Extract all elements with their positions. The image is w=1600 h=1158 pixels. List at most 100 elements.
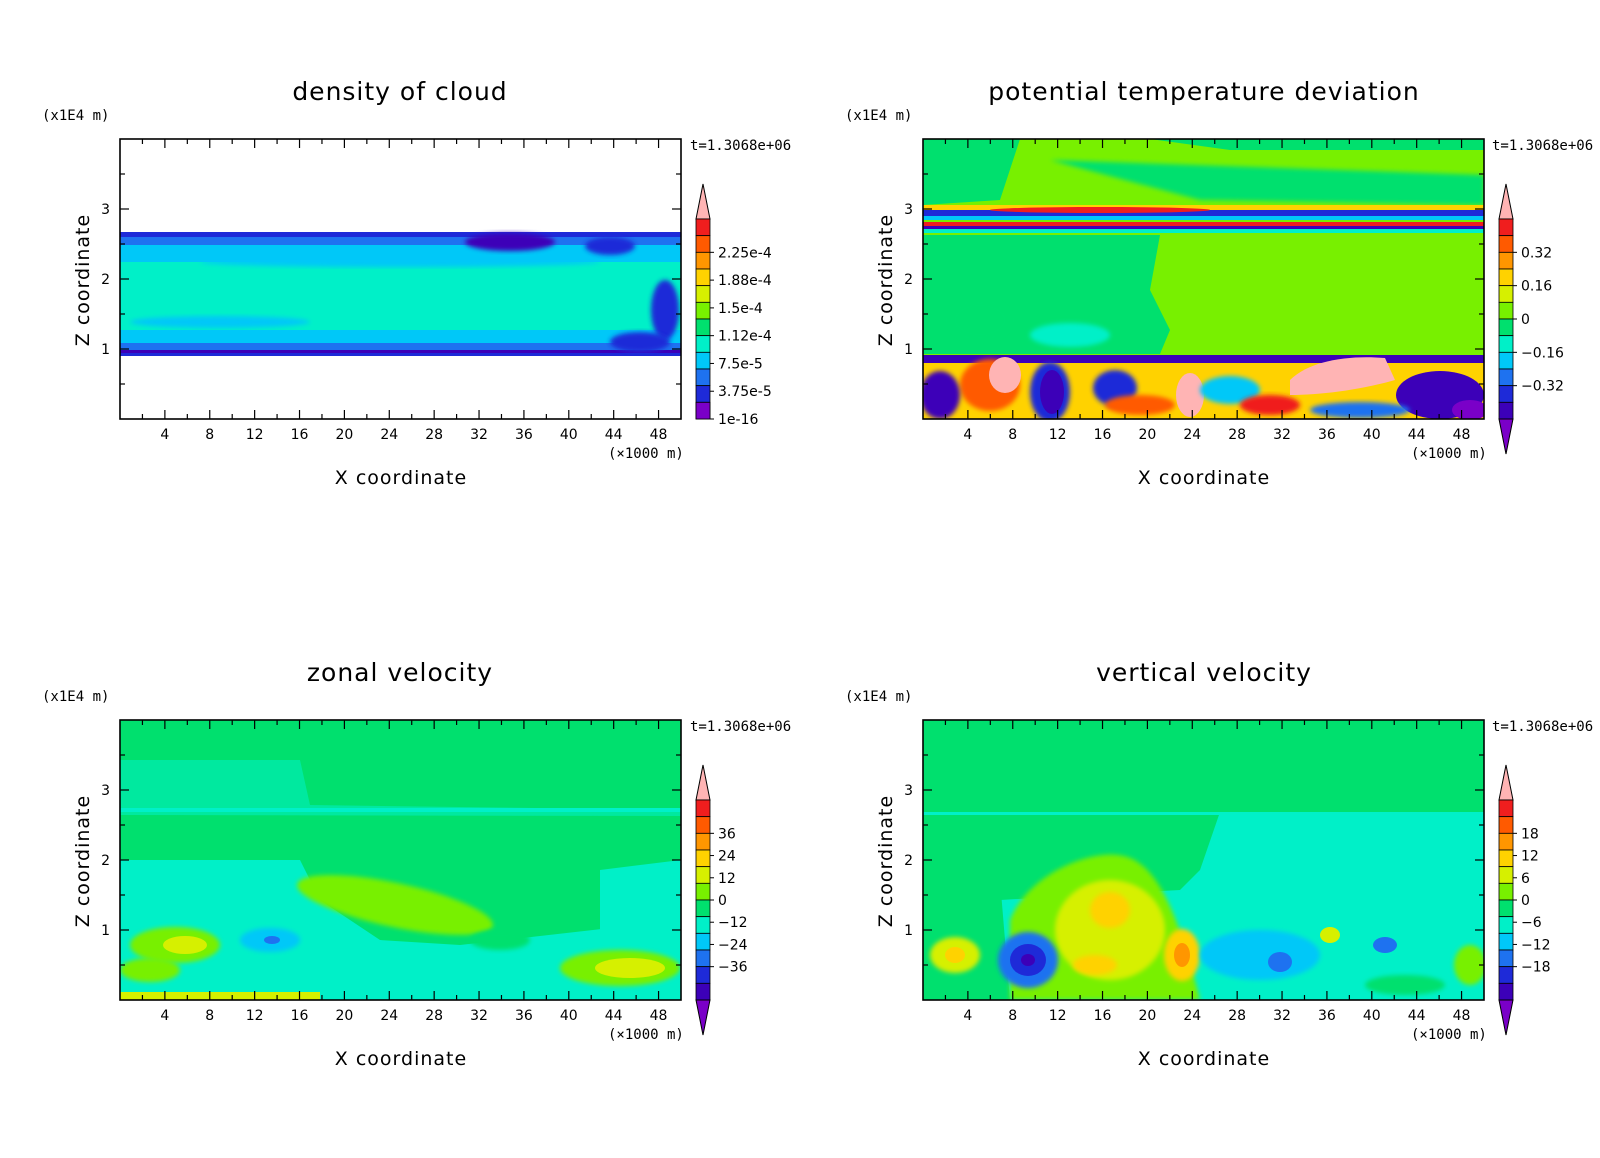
colorbar-swatch (695, 982, 711, 1001)
z-tick-label: 3 (904, 202, 913, 218)
z-ticks: 1 2 3 (904, 173, 1484, 385)
colorbar-swatch (695, 335, 711, 353)
time-label: t=1.3068e+06 (690, 719, 791, 735)
y-axis-label: Z coordinate (875, 795, 897, 927)
x-tick-label: 24 (1183, 1008, 1201, 1024)
colorbar-swatch (695, 966, 711, 984)
x-tick-label: 36 (515, 427, 533, 443)
x-tick-label: 32 (470, 427, 488, 443)
colorbar-swatch (1498, 949, 1514, 968)
colorbar-swatch (1498, 916, 1514, 934)
x-tick-label: 44 (1408, 427, 1426, 443)
colorbar-label: 0 (1521, 893, 1530, 909)
x-axis: 4 8 12 16 20 24 28 32 36 40 44 48 (944, 139, 1470, 443)
colorbar: 2.25e-4 1.88e-4 1.5e-4 1.12e-4 7.5e-5 3.75e-5… (695, 183, 772, 428)
x-tick-label: 8 (205, 427, 214, 443)
colorbar-swatch (695, 285, 711, 303)
colorbar-swatch (695, 301, 711, 320)
colorbar-swatch (1498, 368, 1514, 387)
colorbar: 0.32 0.16 0 −0.16 −0.32 (1498, 183, 1564, 455)
z-axis: 1 2 3 (101, 754, 681, 966)
colorbar-swatch (695, 351, 711, 370)
z-ticks: 1 2 3 (101, 173, 681, 385)
colorbar-label: 6 (1521, 871, 1530, 887)
colorbar: 18 12 6 0 −6 −12 −18 (1498, 764, 1551, 1036)
colorbar-label: 1.5e-4 (718, 301, 763, 317)
x-ticks: 4 8 12 16 20 24 28 32 36 40 44 48 (944, 139, 1470, 443)
x-ticks: 4 8 12 16 20 24 28 32 36 40 44 48 (141, 720, 667, 1024)
x-tick-label: 12 (246, 427, 264, 443)
colorbar-swatch (1498, 251, 1514, 270)
colorbar-label: −24 (718, 937, 748, 953)
colorbar-label: −12 (1521, 937, 1551, 953)
colorbar-swatch (695, 318, 711, 337)
time-label: t=1.3068e+06 (690, 138, 791, 154)
colorbar-label: 1.12e-4 (718, 329, 772, 345)
colorbar-min-arrow (1498, 418, 1514, 455)
colorbar-label: 0.16 (1521, 279, 1552, 295)
x-tick-label: 40 (560, 1008, 578, 1024)
x-tick-label: 4 (160, 1008, 169, 1024)
z-unit-label: (x1E4 m) (42, 689, 109, 705)
colorbar-label: 0 (718, 893, 727, 909)
z-tick-label: 1 (101, 342, 110, 358)
colorbar-swatch (695, 799, 711, 818)
colorbar-swatch (695, 251, 711, 270)
colorbar-min-arrow (695, 999, 711, 1036)
x-tick-label: 28 (1228, 427, 1246, 443)
z-tick-label: 2 (101, 272, 110, 288)
colorbar-swatch (695, 882, 711, 901)
colorbar-label: 0.32 (1521, 245, 1552, 261)
colorbar-swatch (1498, 816, 1514, 834)
time-label: t=1.3068e+06 (1492, 719, 1593, 735)
colorbar-swatch (695, 916, 711, 934)
colorbar-swatch (1498, 335, 1514, 353)
x-unit-label: (×1000 m) (608, 1027, 684, 1043)
x-axis-label: X coordinate (335, 467, 467, 489)
x-tick-label: 24 (1183, 427, 1201, 443)
colorbar-swatch (695, 268, 711, 287)
x-unit-label: (×1000 m) (1411, 446, 1487, 462)
colorbar-label: 24 (718, 849, 736, 865)
colorbar-swatch (1498, 849, 1514, 868)
x-tick-label: 36 (1318, 427, 1336, 443)
x-axis-label: X coordinate (335, 1048, 467, 1070)
colorbar-label: 18 (1521, 826, 1539, 842)
x-tick-label: 4 (963, 427, 972, 443)
x-tick-label: 32 (1273, 1008, 1291, 1024)
colorbar-swatch (1498, 385, 1514, 403)
colorbar: 36 24 12 0 −12 −24 −36 (695, 764, 748, 1036)
colorbar-label: −12 (718, 915, 748, 931)
colorbar-swatch (1498, 832, 1514, 851)
colorbar-swatch (695, 235, 711, 253)
x-tick-label: 40 (560, 427, 578, 443)
colorbar-swatch (1498, 268, 1514, 287)
z-tick-label: 3 (904, 783, 913, 799)
colorbar-swatch (695, 949, 711, 968)
colorbar-swatch (695, 849, 711, 868)
x-tick-label: 4 (963, 1008, 972, 1024)
colorbar-swatch (1498, 882, 1514, 901)
colorbar-swatch (1498, 982, 1514, 1001)
x-tick-label: 48 (650, 427, 668, 443)
colorbar-swatch (1498, 932, 1514, 951)
z-tick-label: 2 (904, 853, 913, 869)
colorbar-label: 2.25e-4 (718, 245, 772, 261)
x-unit-label: (×1000 m) (1411, 1027, 1487, 1043)
x-tick-label: 36 (1318, 1008, 1336, 1024)
x-tick-label: 36 (515, 1008, 533, 1024)
z-tick-label: 3 (101, 783, 110, 799)
colorbar-swatch (695, 385, 711, 403)
x-tick-label: 40 (1363, 427, 1381, 443)
x-tick-label: 16 (1094, 427, 1112, 443)
colorbar-label: 12 (718, 871, 736, 887)
z-axis: 1 2 3 (101, 173, 681, 385)
plot-area (120, 139, 681, 419)
x-tick-label: 12 (246, 1008, 264, 1024)
x-tick-label: 28 (1228, 1008, 1246, 1024)
colorbar-swatch (1498, 401, 1514, 420)
colorbar-max-arrow (1498, 183, 1514, 220)
colorbar-swatch (695, 816, 711, 834)
plot-area (120, 720, 681, 1000)
